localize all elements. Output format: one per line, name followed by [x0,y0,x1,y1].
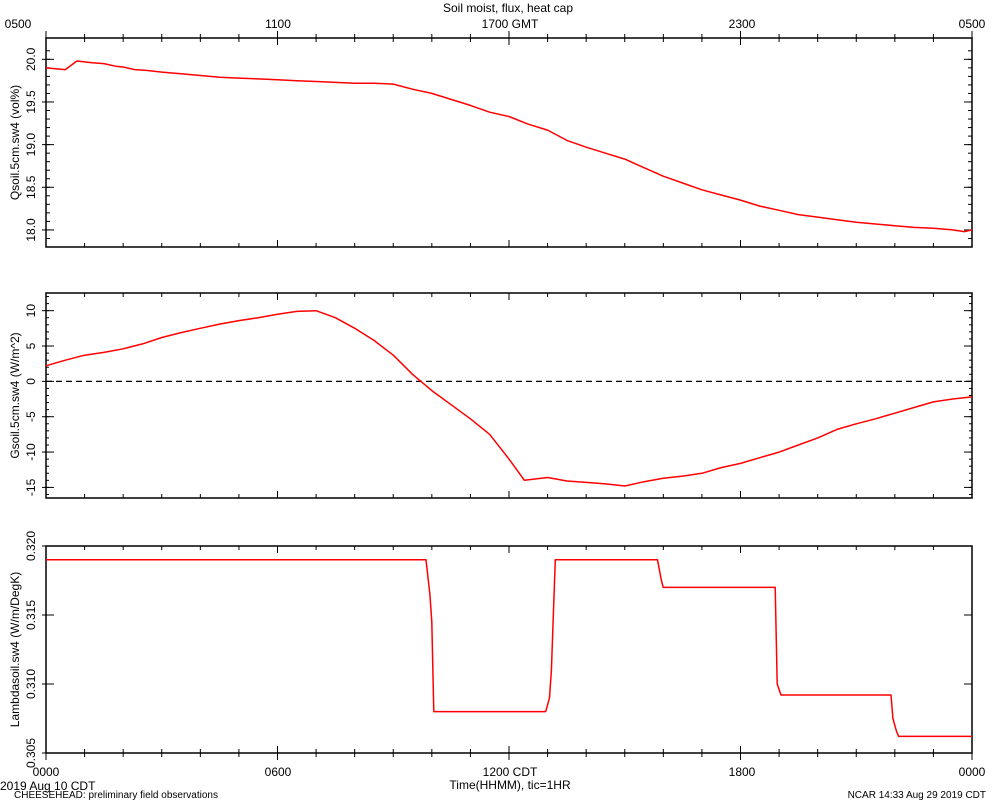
y-tick-label: 18.5 [24,175,38,199]
y-tick-label: -15 [24,478,38,496]
plot-frame-2 [45,292,973,499]
y-axis-title-3: Lambdasoil.sw4 (W/m/DegK) [8,572,22,727]
y-tick-label: -5 [24,411,38,422]
x-axis-label: Time(HHMM), tic=1HR [449,778,571,792]
footer-project: CHEESEHEAD: preliminary field observatio… [14,790,218,801]
plot-frame-3 [45,545,973,754]
y-axis-title-2: Gsoil.5cm.sw4 (W/m^2) [8,332,22,458]
bottom-tick-1200: 1200 CDT [482,765,538,779]
bottom-tick-0000-right: 0000 [958,765,986,779]
footer-date: 2019 Aug 10 CDT [0,779,96,793]
y-tick-label: 0.320 [24,531,38,561]
y-tick-label: 5 [24,342,38,349]
footer-stamp: NCAR 14:33 Aug 29 2019 CDT [847,790,986,801]
y-tick-label: 19.0 [24,133,38,157]
y-tick-label: 20.0 [24,47,38,71]
y-tick-label: 19.5 [24,90,38,114]
top-tick-0500-left: 0500 [4,17,32,31]
y-tick-label: 0.310 [24,669,38,699]
bottom-tick-0600: 0600 [264,765,292,779]
y-tick-label: 10 [24,304,38,318]
bottom-tick-0000-left: 0000 [32,765,60,779]
top-tick-2300: 2300 [728,17,756,31]
y-axis-title-1: Qsoil.5cm.sw4 (vol%) [8,85,22,200]
series-line-2 [45,309,973,487]
series-line-1 [45,60,973,233]
top-tick-0500-right: 0500 [958,17,986,31]
y-tick-label: -10 [24,443,38,461]
y-tick-label: 18.0 [24,218,38,242]
top-tick-1100: 1100 [265,17,291,31]
plot-frame-1 [45,37,973,248]
bottom-tick-1800: 1800 [728,765,756,779]
y-tick-label: 0.305 [24,738,38,768]
series-line-3 [46,559,972,738]
y-tick-label: 0 [24,378,38,385]
chart-title: Soil moist, flux, heat cap [442,1,574,15]
top-tick-1700: 1700 GMT [481,17,539,31]
y-tick-label: 0.315 [24,600,38,630]
